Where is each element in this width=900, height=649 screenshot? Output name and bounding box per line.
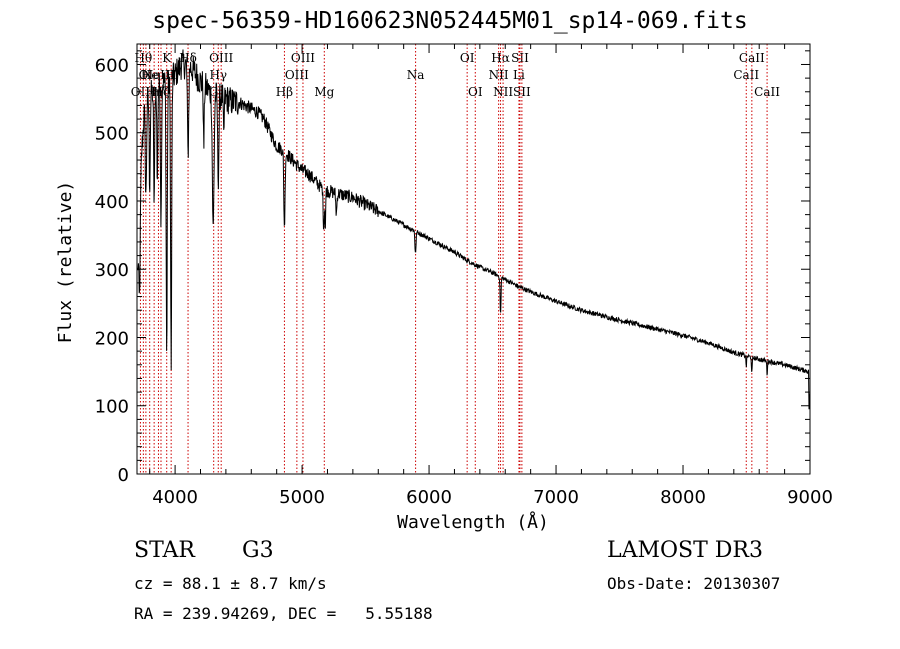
line-marker-label-13: Hβ [276, 85, 293, 99]
spectrum-series [137, 49, 810, 410]
chart-title: spec-56359-HD160623N052445M01_sp14-069.f… [152, 8, 748, 34]
y-axis-label: Flux (relative) [55, 181, 76, 344]
y-tick-label-0: 0 [118, 465, 129, 486]
x-tick-label-4: 8000 [660, 487, 706, 508]
survey-name: LAMOST DR3 [607, 538, 763, 563]
line-marker-label-19: OI [468, 85, 483, 99]
spectrum-line [137, 49, 810, 410]
x-tick-label-0: 4000 [152, 487, 198, 508]
x-tick-label-1: 5000 [279, 487, 325, 508]
line-marker-label-21: Hα [491, 51, 510, 65]
line-marker-label-2: OI [139, 68, 154, 82]
axis-ticks: 4000 5000 6000 7000 8000 9000 0 100 200 300 400 500… [95, 44, 833, 508]
line-marker-label-17: Na [407, 68, 425, 82]
y-tick-label-4: 400 [95, 192, 129, 213]
line-marker-label-27: CaII [739, 51, 765, 65]
line-marker-label-26: CaII [733, 68, 759, 82]
x-axis-label: Wavelength (Å) [397, 511, 549, 533]
line-marker-label-25: SII [513, 85, 531, 99]
x-tick-label-5: 9000 [787, 487, 833, 508]
line-markers: OIIHθOIHeHηNeIIIHζKHHδGHγOIIIHβOIIIOIIIM… [131, 44, 780, 474]
line-marker-label-16: Mg [314, 85, 334, 99]
x-tick-label-2: 6000 [406, 487, 452, 508]
redshift-velocity: cz = 88.1 ± 8.7 km/s [134, 574, 327, 593]
line-marker-label-24: SII [511, 51, 529, 65]
line-marker-label-6: Hζ [153, 85, 170, 99]
object-class: STAR [134, 538, 195, 563]
line-marker-label-8: H [166, 68, 176, 82]
observation-date: Obs-Date: 20130307 [607, 574, 781, 593]
line-marker-label-11: Hγ [209, 68, 227, 82]
x-tick-label-3: 7000 [533, 487, 579, 508]
y-tick-label-3: 300 [95, 260, 129, 281]
line-marker-label-3: He [141, 68, 159, 82]
plot-frame [136, 43, 811, 475]
y-tick-label-6: 600 [95, 55, 129, 76]
line-marker-label-23: Li [513, 68, 525, 82]
y-tick-label-2: 200 [95, 328, 129, 349]
line-marker-label-22: NII [493, 85, 513, 99]
y-tick-label-1: 100 [95, 397, 129, 418]
line-marker-label-28: CaII [754, 85, 780, 99]
coordinates: RA = 239.94269, DEC = 5.55188 [134, 604, 433, 623]
line-marker-label-12: OIII [209, 51, 233, 65]
y-tick-label-5: 500 [95, 124, 129, 145]
line-marker-label-5: NeIII [143, 68, 175, 82]
line-marker-label-14: OIII [285, 68, 309, 82]
line-marker-label-10: G [209, 85, 219, 99]
line-marker-label-1: Hθ [134, 51, 152, 65]
line-marker-label-15: OIII [291, 51, 315, 65]
line-marker-label-18: OI [460, 51, 475, 65]
object-subclass: G3 [242, 538, 274, 563]
line-marker-label-20: NII [489, 68, 509, 82]
line-marker-label-7: K [162, 51, 172, 65]
